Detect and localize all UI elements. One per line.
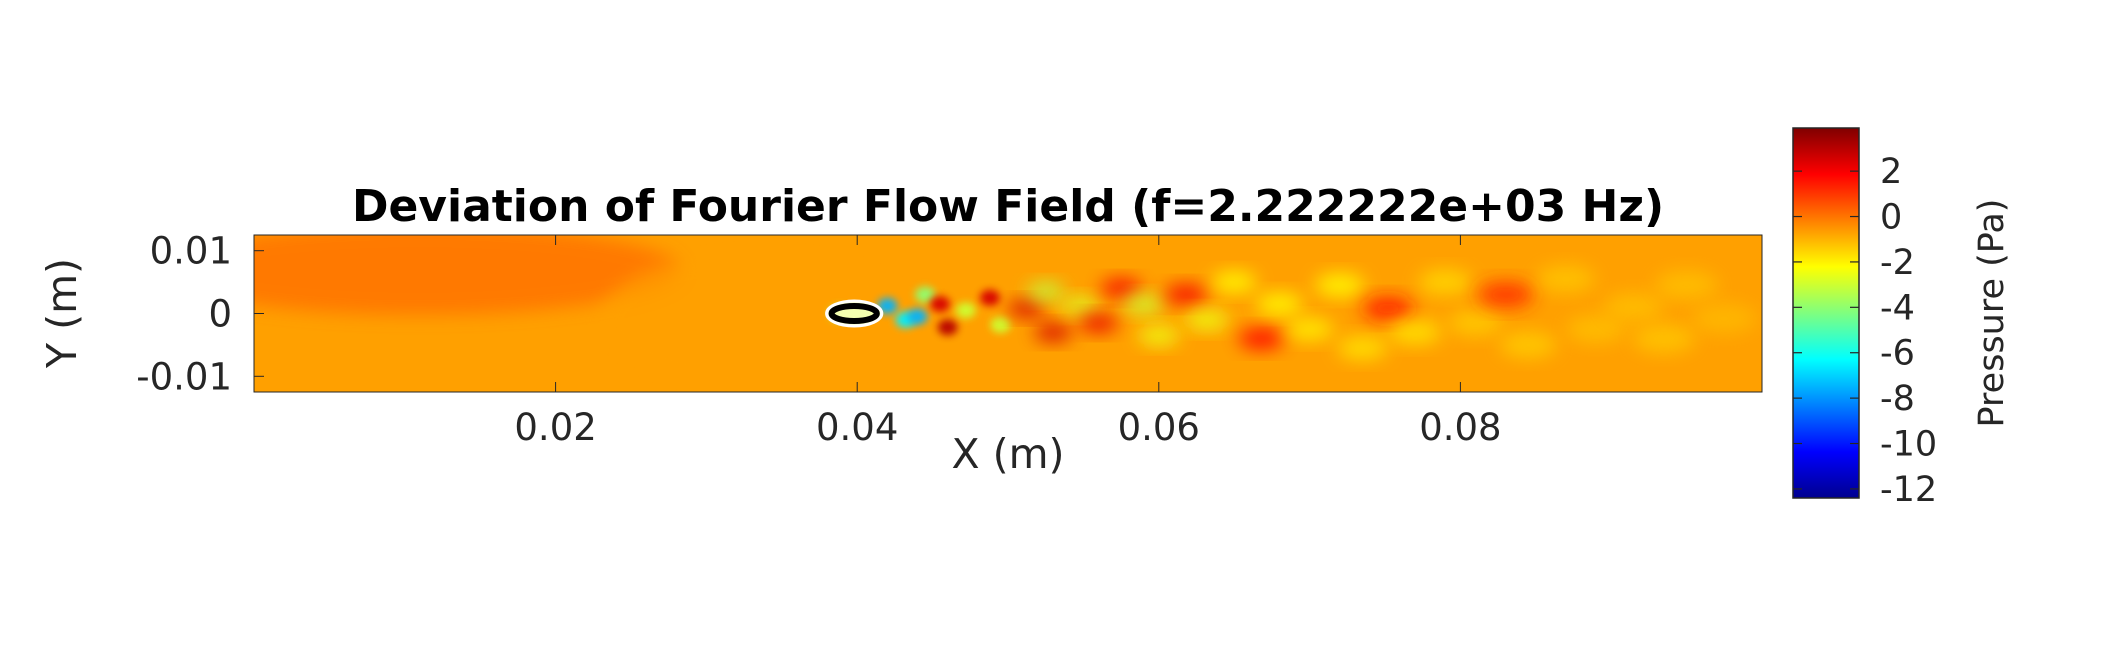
pressure-feature xyxy=(1315,273,1365,297)
y-tick-label: 0 xyxy=(208,293,232,336)
pressure-feature xyxy=(1285,317,1334,341)
pressure-feature xyxy=(1211,271,1257,293)
x-tick-label: 0.08 xyxy=(1419,406,1501,449)
y-tick-label: 0.01 xyxy=(150,230,232,273)
pressure-feature xyxy=(1061,296,1100,316)
pressure-feature xyxy=(1655,270,1719,300)
pressure-feature xyxy=(1123,294,1165,315)
pressure-feature xyxy=(930,296,951,313)
pressure-feature xyxy=(1477,281,1534,308)
pressure-feature xyxy=(1566,315,1626,343)
pressure-feature xyxy=(1185,309,1230,331)
colorbar-ticks: 2 0 -2 -4 -6 -8 -10 -12 xyxy=(1793,152,1937,510)
pressure-feature xyxy=(1238,327,1285,350)
plot-area xyxy=(253,234,1763,393)
pressure-feature xyxy=(955,302,976,319)
pressure-feature xyxy=(1633,324,1695,353)
pressure-feature xyxy=(1337,336,1388,360)
colorbar-tick-label: -8 xyxy=(1880,379,1915,419)
pressure-feature xyxy=(1389,320,1442,345)
pressure-feature xyxy=(1034,322,1073,342)
pressure-feature xyxy=(1100,278,1142,299)
colorbar-tick-label: -4 xyxy=(1880,288,1915,328)
colorbar-tick-label: 2 xyxy=(1880,152,1902,192)
pressure-feature xyxy=(937,319,958,336)
pressure-feature xyxy=(1164,284,1208,306)
y-tick-label: -0.01 xyxy=(136,355,232,398)
y-axis-label: Y (m) xyxy=(38,258,86,369)
pressure-feature xyxy=(1362,296,1414,321)
obstacle-outline xyxy=(828,303,880,324)
pressure-feature xyxy=(1078,313,1119,333)
pressure-feature xyxy=(1499,331,1557,358)
chart-title: Deviation of Fourier Flow Field (f=2.222… xyxy=(352,181,1664,232)
obstacle xyxy=(825,299,884,328)
pressure-feature xyxy=(1603,293,1665,322)
pressure-feature xyxy=(1256,292,1303,316)
pressure-feature xyxy=(1007,299,1045,318)
colorbar-tick-label: -2 xyxy=(1880,243,1915,283)
x-tick-label: 0.04 xyxy=(816,406,898,449)
x-tick-label: 0.06 xyxy=(1118,406,1200,449)
colorbar-tick-label: 0 xyxy=(1880,198,1902,238)
pressure-feature xyxy=(990,316,1011,333)
colorbar-gradient xyxy=(1792,127,1860,499)
pressure-feature xyxy=(1448,310,1503,336)
pressure-feature xyxy=(1692,303,1757,334)
x-axis-ticks: 0.02 0.04 0.06 0.08 xyxy=(514,235,1502,449)
y-axis-ticks: 0.01 0 -0.01 xyxy=(136,230,264,398)
pressure-feature xyxy=(1536,265,1596,293)
x-tick-label: 0.02 xyxy=(514,406,596,449)
pressure-feature xyxy=(979,289,1000,306)
x-axis-label: X (m) xyxy=(951,430,1064,478)
pressure-features xyxy=(829,265,1757,360)
colorbar: 2 0 -2 -4 -6 -8 -10 -12 Pressure (Pa) xyxy=(1792,127,2012,510)
inflow-shading xyxy=(254,235,920,390)
pressure-feature xyxy=(1418,269,1473,295)
colorbar-label: Pressure (Pa) xyxy=(1972,199,2012,428)
pressure-feature xyxy=(907,308,928,325)
pressure-feature xyxy=(915,286,936,303)
colorbar-tick-label: -6 xyxy=(1880,334,1915,374)
colorbar-tick-label: -10 xyxy=(1880,425,1937,465)
pressure-feature xyxy=(1026,282,1065,301)
colorbar-tick-label: -12 xyxy=(1880,470,1937,510)
pressure-feature xyxy=(1137,325,1180,346)
